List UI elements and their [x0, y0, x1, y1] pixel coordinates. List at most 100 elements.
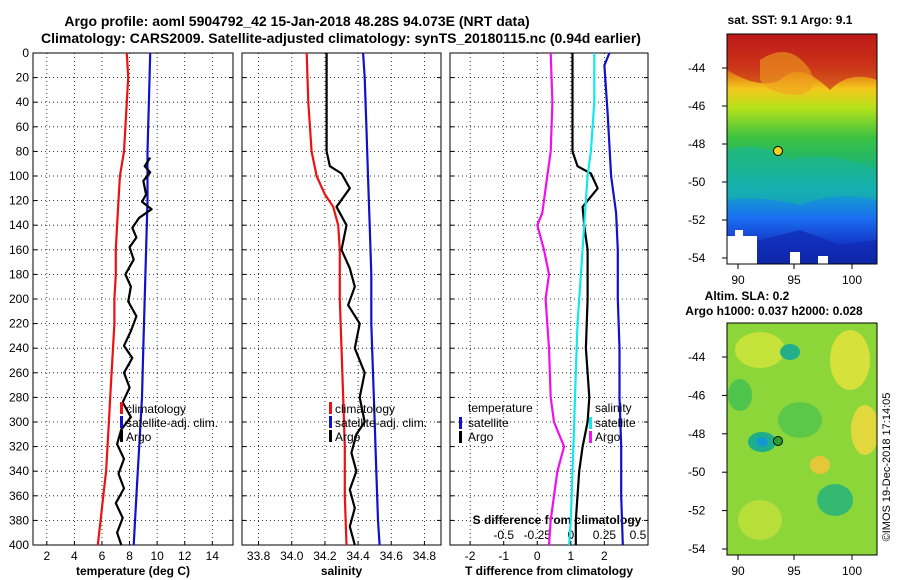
x-axis-label: T difference from climatology — [465, 564, 633, 578]
sst-no-data — [790, 252, 800, 264]
legend-label: climatology — [126, 402, 186, 416]
sst-map: sat. SST: 9.1 Argo: 9.1 -44-46-48-50-52-… — [688, 13, 878, 287]
sla-high-patch — [830, 330, 870, 390]
sla-low-patch — [756, 437, 768, 447]
depth-tick-label: 280 — [9, 390, 29, 404]
map-lat-label: -48 — [688, 137, 706, 151]
x-tick-label: -1 — [498, 549, 509, 563]
legend-label: satellite — [595, 416, 636, 430]
legend-swatch-climatology — [120, 402, 123, 414]
s-diff-tick-label: 0 — [567, 528, 574, 542]
depth-tick-label: 240 — [9, 341, 29, 355]
x-tick-label: 14 — [206, 549, 220, 563]
sla-map-subtitle: Argo h1000: 0.037 h2000: 0.028 — [685, 304, 863, 318]
depth-tick-label: 340 — [9, 464, 29, 478]
x-tick-label: 4 — [71, 549, 78, 563]
sla-low-patch — [780, 344, 800, 360]
s-diff-tick-label: -0.25 — [524, 528, 552, 542]
depth-tick-label: 40 — [16, 95, 30, 109]
legend-title-salinity: salinity — [595, 401, 632, 415]
sla-high-patch — [735, 332, 785, 368]
sla-low-patch — [817, 484, 853, 516]
sst-no-data — [818, 256, 828, 264]
series-line-t-satellite — [568, 53, 596, 546]
depth-tick-label: 260 — [9, 366, 29, 380]
x-axis-label: salinity — [321, 564, 363, 578]
depth-tick-label: 200 — [9, 292, 29, 306]
sst-warm-patch — [760, 52, 814, 95]
sla-low-patch — [728, 379, 752, 411]
difference-legend: temperature satellite Argo salinity sate… — [459, 401, 636, 444]
depth-tick-label: 140 — [9, 218, 29, 232]
depth-tick-label: 220 — [9, 317, 29, 331]
sst-cool-patch — [727, 146, 877, 205]
s-diff-tick-label: 0.5 — [630, 528, 647, 542]
sst-lat-axis: -44 -46 -48 -50 -52 -54 — [688, 61, 727, 265]
series-line-argo — [325, 53, 366, 546]
map-lat-label: -44 — [688, 350, 706, 364]
sst-lon-axis: 90 95 100 — [731, 264, 862, 287]
depth-tick-label: 100 — [9, 169, 29, 183]
title-line-1: Argo profile: aoml 5904792_42 15-Jan-201… — [64, 13, 529, 29]
sla-high-patch — [810, 456, 830, 474]
x-tick-label: 10 — [150, 549, 164, 563]
legend-swatch-satellite — [459, 417, 462, 429]
figure-title: Argo profile: aoml 5904792_42 15-Jan-201… — [41, 13, 641, 46]
map-lat-label: -46 — [688, 99, 706, 113]
map-lon-label: 95 — [787, 564, 801, 578]
sla-lon-axis: 90 95 100 — [731, 555, 862, 578]
sst-no-data — [735, 230, 743, 238]
map-lon-label: 95 — [787, 273, 801, 287]
salinity-panel: 33.8 34.0 34.2 34.4 34.6 34.8 salinity — [241, 52, 442, 578]
temperature-legend: climatology satellite-adj. clim. Argo — [120, 402, 218, 444]
depth-tick-label: 400 — [9, 538, 29, 552]
series-line-climatology — [305, 52, 348, 546]
map-lon-label: 100 — [842, 564, 862, 578]
x-tick-label: 1 — [567, 549, 574, 563]
x-tick-label: 6 — [99, 549, 106, 563]
legend-swatch-argo — [459, 431, 462, 443]
map-lat-label: -52 — [688, 504, 706, 518]
series-line-s-argo — [571, 53, 599, 545]
series-line-climatology — [96, 52, 130, 546]
sla-map-title: Altim. SLA: 0.2 — [705, 289, 790, 303]
depth-tick-label: 180 — [9, 267, 29, 281]
legend-swatch-satellite — [329, 416, 332, 428]
legend-label: climatology — [335, 402, 395, 416]
depth-tick-label: 360 — [9, 489, 29, 503]
depth-tick-label: 60 — [16, 120, 30, 134]
depth-tick-label: 120 — [9, 194, 29, 208]
sla-map-frame — [726, 322, 878, 556]
sla-high-patch — [738, 500, 782, 540]
argo-position-marker — [773, 436, 783, 446]
depth-tick-label: 80 — [16, 144, 30, 158]
legend-swatch-climatology — [329, 402, 332, 414]
legend-swatch-satellite — [120, 416, 123, 428]
legend-label: satellite-adj. clim. — [335, 416, 427, 430]
sla-high-patch — [851, 405, 877, 455]
sst-map-frame — [726, 33, 878, 265]
map-lat-label: -44 — [688, 61, 706, 75]
x-tick-label: 34.6 — [380, 549, 404, 563]
series-line-satellite-adj-clim- — [132, 52, 152, 546]
sst-no-data — [727, 236, 757, 264]
depth-tick-label: 160 — [9, 243, 29, 257]
x-tick-label: 34.0 — [280, 549, 304, 563]
x-tick-label: 34.8 — [413, 549, 437, 563]
depth-tick-label: 20 — [16, 71, 30, 85]
legend-swatch-argo — [120, 430, 123, 442]
x-tick-label: 0 — [534, 549, 541, 563]
map-lat-label: -52 — [688, 213, 706, 227]
map-lat-label: -54 — [688, 251, 706, 265]
map-lat-label: -48 — [688, 427, 706, 441]
s-diff-axis-label: S difference from climatology — [473, 513, 642, 527]
argo-position-marker — [773, 146, 783, 156]
s-diff-tick-label: 0.25 — [593, 528, 617, 542]
x-tick-label: 34.4 — [346, 549, 370, 563]
series-line-argo — [114, 157, 153, 546]
x-tick-label: 8 — [126, 549, 133, 563]
x-tick-label: 2 — [601, 549, 608, 563]
map-lat-label: -50 — [688, 175, 706, 189]
legend-label: satellite-adj. clim. — [126, 416, 218, 430]
legend-label: Argo — [595, 430, 621, 444]
